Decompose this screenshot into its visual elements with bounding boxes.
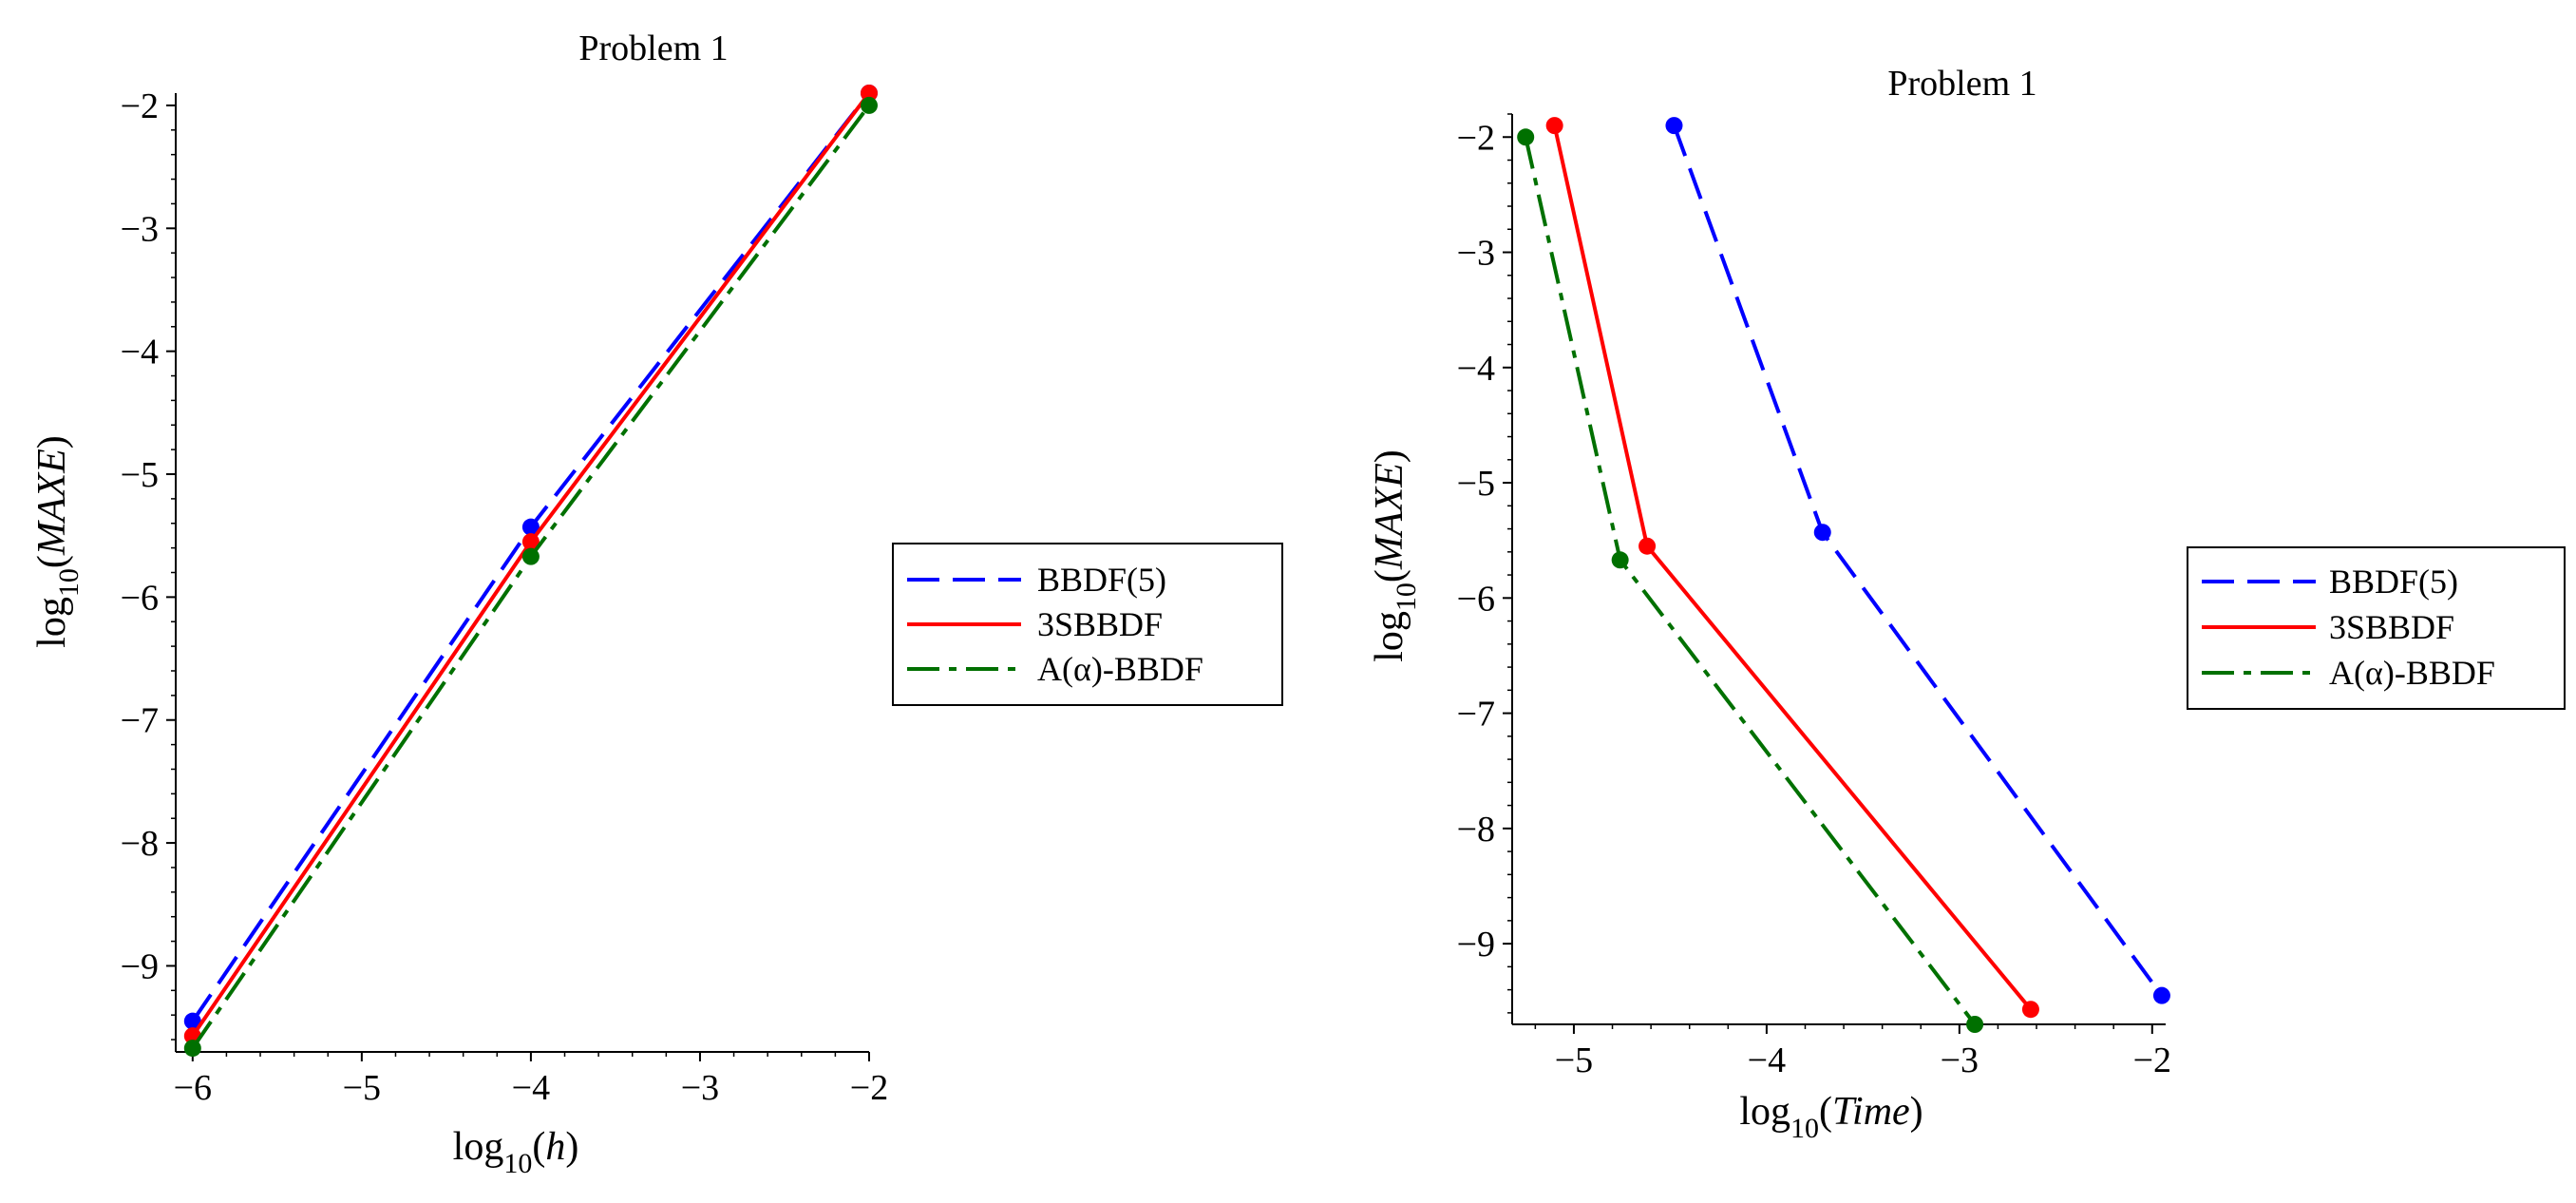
chart-1-y-label-log: log bbox=[30, 597, 74, 648]
chart-1-y-tick-label: −3 bbox=[121, 209, 159, 249]
chart-1-x-label: log10(h) bbox=[453, 1125, 579, 1179]
chart-2-series-point-0 bbox=[1665, 117, 1683, 135]
chart-1-series-point-2 bbox=[521, 547, 540, 565]
chart-2-x-ticks: −5 −4 −3 −2 bbox=[1534, 1024, 2171, 1080]
chart-2-series-point-2 bbox=[1517, 128, 1535, 146]
chart-1-series bbox=[183, 85, 878, 1058]
chart-1-y-label: log10(MAXE) bbox=[30, 435, 85, 648]
chart-1-legend-label-aabbdf: A(α)-BBDF bbox=[1037, 650, 1203, 688]
chart-2-legend-label-bbdf5: BBDF(5) bbox=[2329, 563, 2458, 601]
chart-1-x-tick-label: −5 bbox=[343, 1068, 381, 1108]
chart-2-y-tick-label: −6 bbox=[1457, 579, 1495, 619]
chart-2-y-tick-label: −9 bbox=[1457, 925, 1495, 964]
chart-1-y-ticks: −2 −3 −4 −5 −6 −7 −8 −9 bbox=[121, 86, 176, 1041]
chart-2-series-point-1 bbox=[2021, 1001, 2039, 1019]
chart-2-y-tick-label: −3 bbox=[1457, 234, 1495, 274]
chart-2-x-label-sub: 10 bbox=[1790, 1113, 1819, 1144]
chart-1-y-tick-label: −8 bbox=[121, 824, 159, 864]
chart-2-y-tick-label: −7 bbox=[1457, 695, 1495, 735]
chart-1-series-point-0 bbox=[521, 518, 540, 536]
chart-1-series-point-1 bbox=[861, 85, 878, 102]
chart-1-y-tick-label: −6 bbox=[121, 578, 159, 618]
chart-1-series-point-2 bbox=[861, 96, 878, 114]
chart-1-y-tick-label: −5 bbox=[121, 455, 159, 495]
chart-2-y-tick-label: −8 bbox=[1457, 810, 1495, 850]
chart-1-y-label-sub: 10 bbox=[53, 568, 85, 597]
chart-1-x-label-log: log bbox=[453, 1125, 504, 1169]
chart-1-y-label-arg: MAXE bbox=[30, 449, 74, 556]
chart-1-x-label-arg: h bbox=[545, 1125, 565, 1169]
chart-1-y-tick-label: −2 bbox=[121, 86, 159, 126]
chart-2-series-point-0 bbox=[2152, 986, 2170, 1004]
chart-2-series-line-0 bbox=[1672, 124, 2164, 997]
chart-2-series-point-2 bbox=[1611, 551, 1629, 569]
chart-1-legend: BBDF(5) 3SBBDF A(α)-BBDF bbox=[892, 543, 1283, 706]
chart-1-legend-label-3sbbdf: 3SBBDF bbox=[1037, 605, 1163, 643]
chart-2-series-point-1 bbox=[1545, 117, 1563, 135]
chart-2-y-label: log10(MAXE) bbox=[1368, 449, 1422, 662]
chart-2-x-tick-label: −2 bbox=[2133, 1041, 2171, 1080]
chart-2-series-line-2 bbox=[1524, 136, 1977, 1026]
chart-1-legend-label-bbdf5: BBDF(5) bbox=[1037, 561, 1166, 599]
chart-2-legend-label-3sbbdf: 3SBBDF bbox=[2329, 608, 2454, 646]
chart-2-x-label-arg: Time bbox=[1832, 1090, 1910, 1134]
chart-2-y-label-sub: 10 bbox=[1391, 582, 1422, 611]
chart-2-y-tick-label: −4 bbox=[1457, 349, 1495, 389]
chart-2-y-tick-label: −5 bbox=[1457, 464, 1495, 504]
chart-1-x-tick-label: −4 bbox=[512, 1068, 550, 1108]
chart-1-x-ticks: −6 −5 −4 −3 −2 bbox=[174, 1052, 888, 1108]
chart-2-x-label-log: log bbox=[1739, 1090, 1790, 1134]
chart-1-series-line-2 bbox=[191, 104, 871, 1050]
chart-2-x-tick-label: −3 bbox=[1941, 1041, 1979, 1080]
chart-1-series-point-1 bbox=[521, 533, 540, 551]
chart-2-x-tick-label: −4 bbox=[1748, 1041, 1786, 1080]
chart-2-x-label: log10(Time) bbox=[1739, 1090, 1923, 1144]
chart-2-legend: BBDF(5) 3SBBDF A(α)-BBDF bbox=[2187, 546, 2566, 710]
chart-2-legend-box bbox=[2187, 546, 2566, 710]
chart-1-series-point-2 bbox=[183, 1040, 201, 1058]
chart-2-y-label-log: log bbox=[1368, 611, 1411, 662]
chart-2-y-tick-label: −2 bbox=[1457, 118, 1495, 158]
chart-1-series-point-0 bbox=[183, 1012, 201, 1030]
chart-1-y-tick-label: −7 bbox=[121, 701, 159, 741]
chart-2-title: Problem 1 bbox=[1887, 64, 2036, 104]
chart-1-y-tick-label: −9 bbox=[121, 946, 159, 986]
chart-2-y-ticks: −2 −3 −4 −5 −6 −7 −8 −9 bbox=[1457, 113, 1512, 1014]
chart-2-x-tick-label: −5 bbox=[1555, 1041, 1593, 1080]
chart-1-y-tick-label: −4 bbox=[121, 333, 159, 372]
chart-1-title: Problem 1 bbox=[578, 29, 728, 68]
chart-2: Problem 1 −5 −4 −3 −2 −2−3−4−5−6−7−8−9 log1… bbox=[1368, 64, 2566, 1144]
chart-1-x-tick-label: −6 bbox=[174, 1068, 212, 1108]
chart-2-series-point-1 bbox=[1638, 537, 1657, 555]
chart-2-legend-label-aabbdf: A(α)-BBDF bbox=[2329, 654, 2495, 692]
chart-1-x-tick-label: −3 bbox=[681, 1068, 719, 1108]
chart-2-series-point-0 bbox=[1813, 524, 1831, 542]
chart-2-series-point-2 bbox=[1966, 1016, 1984, 1033]
chart-1-x-tick-label: −2 bbox=[850, 1068, 888, 1108]
chart-1: Problem 1 −6 −5 −4 −3 −2 −2 −3 −4 −5 −6 −7 −8 −9 lo… bbox=[30, 29, 1283, 1179]
chart-1-x-label-sub: 10 bbox=[503, 1148, 532, 1179]
chart-2-y-label-arg: MAXE bbox=[1368, 463, 1411, 570]
chart-2-series bbox=[1517, 117, 2170, 1033]
